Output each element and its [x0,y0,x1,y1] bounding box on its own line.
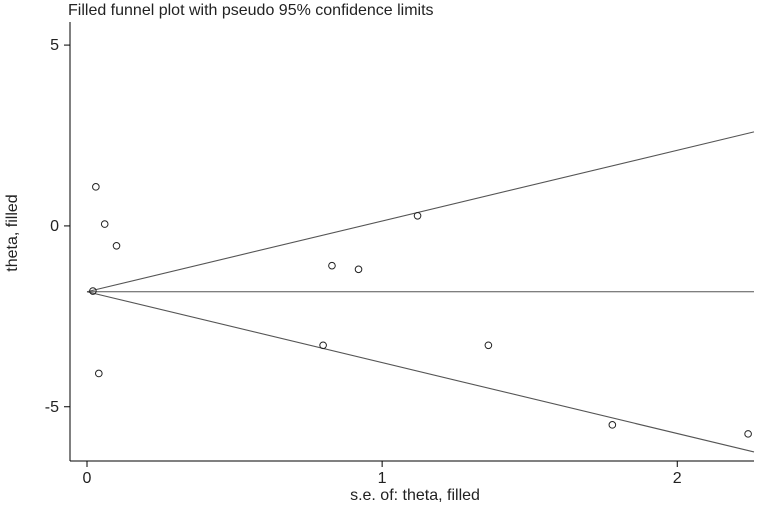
data-point [100,220,109,228]
chart-title: Filled funnel plot with pseudo 95% confi… [68,2,434,19]
x-axis-title: s.e. of: theta, filled [350,487,480,504]
line-upper-95-limit [86,131,755,293]
x-tick-label: 1 [378,470,387,487]
axes: 5 0 -5 0 1 2 [45,22,754,487]
y-tick-label: -5 [45,399,59,416]
line-lower-95-limit [86,291,755,453]
y-tick-label: 5 [50,37,59,54]
x-tick-label: 0 [83,470,92,487]
x-tick-label: 2 [673,470,682,487]
data-point [328,261,336,270]
y-axis-title: theta, filled [4,194,21,271]
data-point [319,341,327,350]
data-points [89,183,752,438]
y-tick-label: 0 [50,218,59,235]
data-point [112,242,121,250]
data-point [354,265,363,274]
data-point [608,421,617,429]
data-point [89,287,97,295]
data-point [744,430,752,438]
data-point [413,211,422,220]
data-point [484,341,493,350]
confidence-lines [86,131,755,453]
data-point [92,183,100,191]
data-point [95,369,103,378]
